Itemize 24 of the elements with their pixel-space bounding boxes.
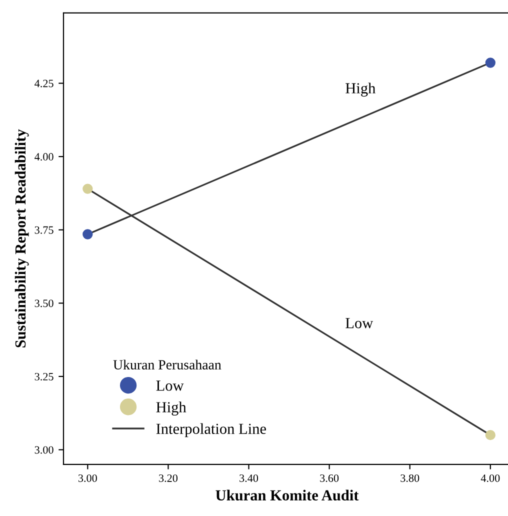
x-tick-label: 3.00 (78, 474, 97, 482)
point (82, 184, 93, 194)
x-tick-label: 3.40 (240, 474, 258, 482)
x-tick-label: 3.20 (159, 474, 178, 482)
y-tick-label: 4.00 (34, 153, 54, 161)
annotation: High (346, 82, 376, 97)
y-tick-label: 4.25 (34, 80, 54, 88)
y-tick-label: 3.25 (34, 372, 54, 380)
y-tick-label: 3.50 (34, 300, 54, 308)
point (485, 58, 496, 68)
legend-title: Ukuran Perusahaan (113, 360, 222, 370)
y-tick-label: 3.00 (34, 446, 54, 454)
annotation: Low (346, 318, 374, 328)
y-tick-label: 3.75 (34, 226, 54, 234)
x-tick-label: 3.60 (320, 474, 339, 482)
legend-label: Low (156, 380, 184, 391)
point (485, 430, 496, 440)
x-tick-label: 4.00 (480, 474, 500, 482)
y-axis-title: Sustainability Report Readability (14, 129, 29, 348)
point (82, 229, 93, 240)
x-tick-label: 3.80 (400, 474, 420, 482)
x-axis-title: Ukuran Komite Audit (216, 490, 359, 501)
legend-label: Interpolation Line (156, 423, 266, 438)
legend-label: High (156, 402, 186, 416)
